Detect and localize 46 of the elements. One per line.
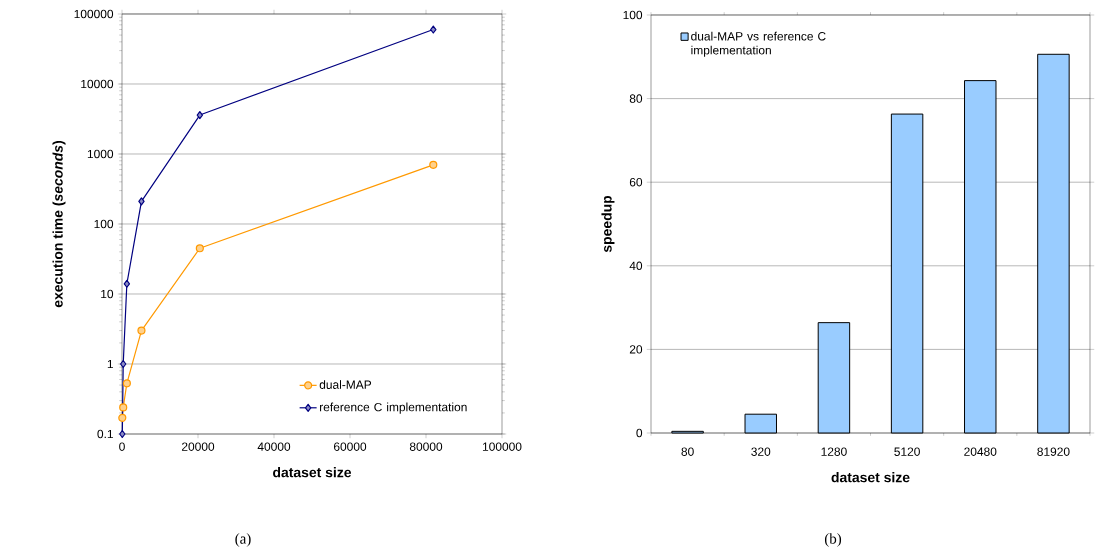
x-tick-label: 0 bbox=[119, 442, 125, 451]
legend-label: dual-MAP bbox=[319, 380, 372, 389]
y-tick-label: 60 bbox=[629, 177, 643, 187]
point bbox=[196, 110, 204, 120]
point bbox=[137, 326, 146, 335]
x-axis-title: dataset size bbox=[273, 467, 352, 478]
point bbox=[122, 379, 131, 388]
y-tick-label: 1000 bbox=[87, 149, 114, 159]
y-tick-label: 100 bbox=[623, 10, 643, 20]
x-tick-label: 320 bbox=[751, 447, 771, 456]
text: (a) bbox=[235, 533, 251, 547]
point bbox=[119, 403, 128, 412]
y-tick-label: 0 bbox=[636, 428, 643, 438]
x-tick-label: 80000 bbox=[409, 442, 443, 451]
point bbox=[120, 359, 127, 369]
y-axis-title: execution time (seconds) bbox=[52, 140, 66, 308]
x-tick-label: 1280 bbox=[821, 447, 847, 456]
y-tick-label: 100 bbox=[94, 219, 114, 229]
y-tick-label: 20 bbox=[629, 345, 643, 354]
x-tick-label: 20480 bbox=[964, 447, 997, 456]
y-axis-title: speedup bbox=[601, 195, 615, 253]
x-tick-label: 5120 bbox=[894, 447, 920, 456]
point bbox=[118, 413, 127, 422]
point bbox=[429, 160, 438, 169]
point bbox=[430, 25, 437, 34]
legend-label: dual-MAP vs reference C implementation bbox=[691, 31, 826, 57]
y-tick-label: 80 bbox=[629, 94, 643, 103]
point bbox=[138, 197, 145, 206]
x-tick-label: 80 bbox=[681, 447, 694, 456]
text: (b) bbox=[824, 533, 842, 547]
x-tick-label: 40000 bbox=[257, 442, 291, 451]
point bbox=[195, 244, 204, 253]
y-tick-label: 0.1 bbox=[97, 429, 113, 439]
point bbox=[123, 279, 131, 288]
y-tick-label: 1 bbox=[107, 359, 113, 369]
point bbox=[119, 429, 126, 439]
y-tick-label: 100000 bbox=[74, 9, 114, 19]
x-tick-label: 20000 bbox=[181, 442, 215, 451]
y-tick-label: 40 bbox=[629, 261, 643, 271]
x-tick-label: 100000 bbox=[482, 442, 522, 451]
x-tick-label: 60000 bbox=[333, 442, 367, 451]
y-tick-label: 10000 bbox=[81, 79, 114, 89]
x-tick-label: 81920 bbox=[1037, 447, 1070, 456]
legend-label: reference C implementation bbox=[320, 402, 467, 414]
x-axis-title: dataset size bbox=[831, 472, 910, 483]
y-tick-label: 10 bbox=[101, 289, 114, 299]
